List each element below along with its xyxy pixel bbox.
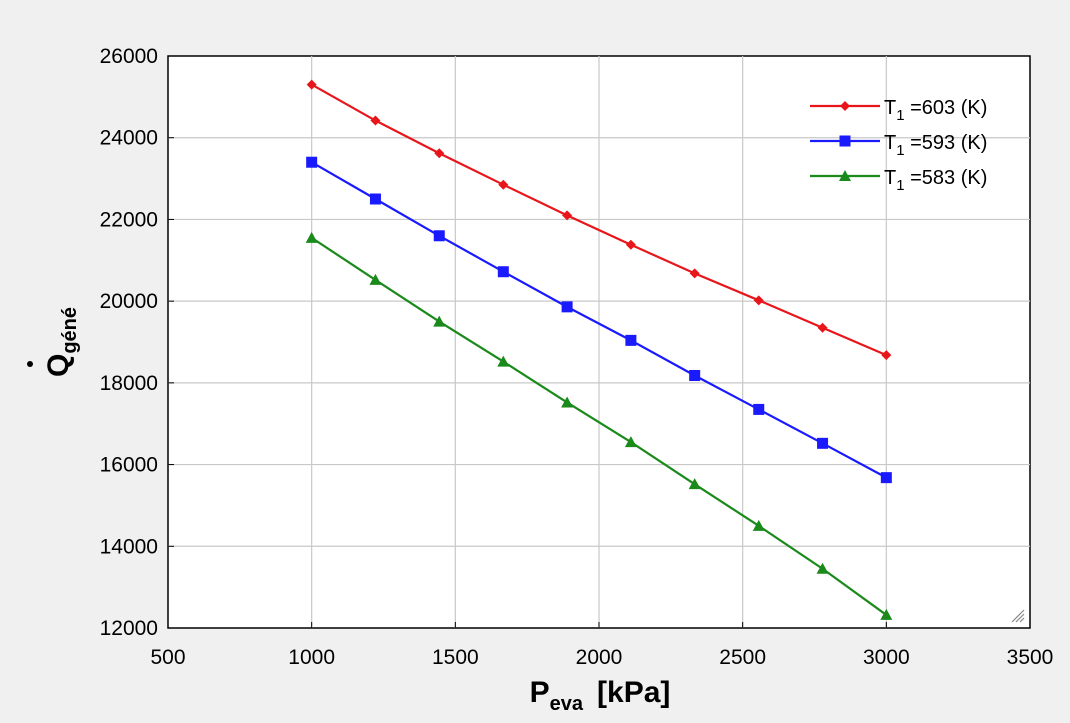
legend-marker: [840, 101, 850, 111]
data-point: [561, 301, 573, 313]
x-axis-title-main: P: [530, 676, 550, 709]
legend-marker: [839, 135, 851, 147]
legend: T1 =603 (K) T1 =593 (K) T1 =583 (K): [810, 97, 987, 194]
data-point: [369, 273, 382, 285]
legend-label: T1 =593 (K): [884, 132, 987, 159]
data-point: [497, 266, 509, 278]
y-tick-label: 18000: [100, 372, 158, 395]
data-point: [433, 315, 446, 327]
svg-text:Qgéné: Qgéné: [42, 307, 81, 377]
legend-label: T1 =583 (K): [884, 167, 987, 194]
data-point: [561, 396, 574, 408]
series-line: [311, 236, 887, 616]
data-point: [434, 148, 445, 159]
series-line: [311, 83, 887, 357]
data-point: [369, 193, 381, 205]
data-point: [305, 231, 318, 243]
y-axis-title: Qgéné: [27, 307, 81, 377]
data-point: [881, 350, 892, 361]
x-axis-title-sub: eva: [550, 693, 584, 715]
y-tick-label: 26000: [100, 45, 158, 68]
y-tick-label: 16000: [100, 454, 158, 477]
data-point: [498, 179, 509, 190]
x-tick-label: 3500: [1007, 646, 1054, 669]
legend-item: T1 =603 (K): [810, 97, 987, 124]
y-axis-title-main: Q: [42, 354, 75, 377]
data-point: [306, 156, 318, 168]
y-tick-label: 22000: [100, 208, 158, 231]
series-2: [305, 231, 893, 620]
data-point: [433, 230, 445, 242]
legend-label: T1 =603 (K): [884, 97, 987, 124]
y-tick-label: 12000: [100, 617, 158, 640]
x-tick-label: 2000: [576, 646, 623, 669]
data-point: [880, 472, 892, 484]
y-axis-title-dot: [27, 361, 33, 367]
data-point: [370, 115, 381, 126]
data-point: [624, 436, 637, 448]
legend-item: T1 =583 (K): [810, 167, 987, 194]
data-point: [817, 322, 828, 333]
data-point: [625, 334, 637, 346]
series-1: [306, 156, 892, 484]
series-group: [305, 79, 893, 620]
data-point: [816, 562, 829, 574]
data-point: [689, 268, 700, 279]
data-point: [752, 519, 765, 531]
data-point: [753, 295, 764, 306]
data-point: [688, 478, 701, 490]
y-axis-title-sub: géné: [59, 307, 81, 354]
x-tick-label: 500: [150, 646, 185, 669]
data-point: [306, 79, 317, 90]
grid-lines: [168, 56, 1030, 628]
data-point: [817, 437, 829, 449]
data-point: [497, 355, 510, 367]
y-tick-label: 20000: [100, 290, 158, 313]
series-0: [306, 79, 892, 361]
y-tick-label: 14000: [100, 535, 158, 558]
data-point: [625, 239, 636, 250]
data-point: [562, 210, 573, 221]
data-point: [753, 403, 765, 415]
series-line: [311, 161, 887, 479]
resize-grip-icon[interactable]: [1011, 609, 1025, 623]
legend-marker: [839, 170, 851, 181]
x-axis-title-unit: [kPa]: [597, 676, 670, 709]
x-axis-title: Peva [kPa]: [530, 676, 671, 715]
legend-item: T1 =593 (K): [810, 132, 987, 159]
x-tick-label: 3000: [863, 646, 910, 669]
y-tick-label: 24000: [100, 127, 158, 150]
x-tick-label: 2500: [719, 646, 766, 669]
axis-ticks: 500 1000 1500 2000 2500 3000 3500 12000 14000 160…: [100, 45, 1054, 669]
data-point: [880, 608, 893, 620]
x-tick-label: 1500: [432, 646, 479, 669]
x-tick-label: 1000: [288, 646, 335, 669]
data-point: [689, 370, 701, 382]
